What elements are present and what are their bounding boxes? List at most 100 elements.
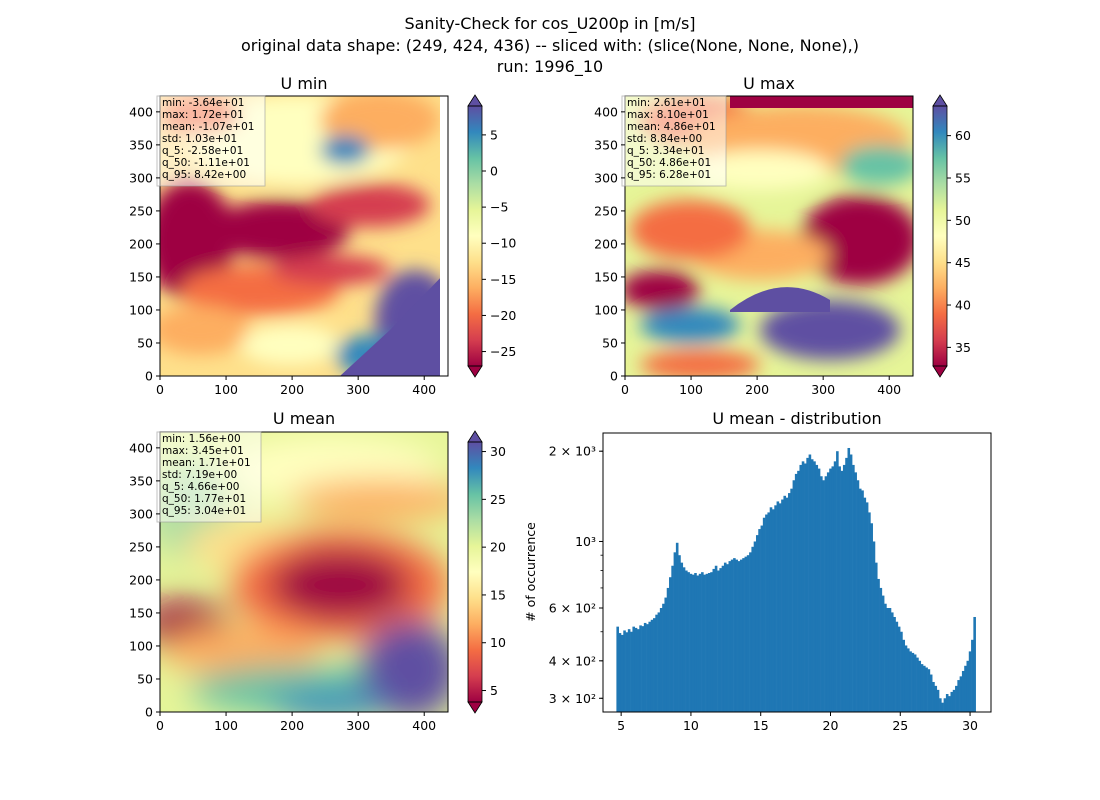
axes: 0 100 200 300 400 0 50 100 150 200 250 300 350 400 — [129, 104, 436, 397]
histogram-bars — [616, 447, 976, 712]
histogram-bar — [662, 603, 665, 712]
colorbar: 5 0 −5 −10 −15 −20 −25 — [467, 94, 516, 378]
histogram-bar — [735, 559, 738, 712]
stat-line: mean: 1.71e+01 — [162, 457, 251, 469]
x-tick-label: 0 — [156, 718, 164, 733]
y-axis-label: # of occurrence — [523, 522, 538, 622]
histogram-bar — [785, 497, 789, 712]
stat-line: q_5: -2.58e+01 — [162, 145, 243, 157]
y-tick-label: 300 — [129, 170, 153, 185]
y-tick-label: 400 — [129, 440, 153, 455]
stat-line: std: 1.03e+01 — [162, 133, 237, 145]
histogram-bar — [808, 454, 812, 712]
x-tick-label: 5 — [617, 718, 625, 733]
panel-title: U mean — [273, 409, 335, 428]
colorbar-tick-label: 45 — [955, 255, 971, 270]
x-tick-label: 300 — [346, 718, 370, 733]
histogram-bar — [794, 473, 798, 712]
histogram-bar — [916, 657, 919, 712]
histogram-bar — [847, 447, 851, 712]
histogram-bar — [797, 470, 800, 712]
histogram-bar — [719, 568, 722, 712]
stats-box: min: 2.61e+01 max: 8.10e+01 mean: 4.86e+… — [621, 95, 727, 187]
stat-line: q_50: 4.86e+01 — [627, 157, 711, 169]
colorbar-tick-label: 30 — [490, 444, 506, 459]
x-tick-label: 0 — [156, 382, 164, 397]
histogram-bar — [913, 654, 917, 712]
colorbar-tick-label: 55 — [955, 170, 971, 185]
x-tick-label: 400 — [412, 718, 436, 733]
stat-line: max: 3.45e+01 — [162, 445, 244, 457]
colorbar: 60 55 50 45 40 35 — [932, 94, 971, 378]
colorbar-tick-label: 25 — [490, 492, 506, 507]
x-tick-label: 25 — [892, 718, 908, 733]
stat-line: q_5: 4.66e+00 — [162, 481, 239, 493]
x-tick-label: 200 — [280, 382, 304, 397]
histogram-bar — [923, 665, 926, 712]
y-tick-label: 50 — [137, 671, 153, 686]
histogram-bar — [959, 676, 963, 712]
histogram-bar — [799, 464, 803, 712]
axes: 0 100 200 300 400 0 50 100 150 200 250 300 350 400 — [594, 104, 901, 397]
histogram-bar — [710, 572, 713, 712]
histogram-bar — [781, 499, 784, 712]
histogram-bar — [620, 634, 624, 712]
histogram-bar — [643, 622, 647, 712]
histogram-bar — [618, 633, 622, 712]
histogram-bar — [776, 501, 780, 712]
histogram-bar — [712, 568, 716, 712]
histogram-bar — [849, 454, 853, 712]
histogram-bar — [877, 578, 880, 712]
y-tick-label: 200 — [129, 236, 153, 251]
y-tick-label: 350 — [129, 137, 153, 152]
y-tick-label: 0 — [145, 369, 153, 384]
histogram-bar — [934, 685, 938, 712]
histogram-bar — [753, 541, 757, 712]
histogram-bar — [696, 575, 700, 712]
histogram-bar — [856, 480, 860, 712]
histogram-bar — [952, 689, 956, 712]
y-tick-label: 3 × 10² — [549, 691, 596, 706]
y-tick-label: 300 — [129, 506, 153, 521]
colorbar-tick-label: 10 — [490, 635, 506, 650]
panel-title: U min — [281, 74, 328, 93]
colorbar-tick-label: 20 — [490, 540, 506, 555]
histogram-bar — [817, 468, 821, 712]
histogram-bar — [641, 626, 645, 712]
axes: 0 100 200 300 400 0 50 100 150 200 250 300 350 400 — [129, 440, 436, 733]
histogram-bar — [625, 632, 629, 712]
y-tick-label: 200 — [594, 236, 618, 251]
histogram-bar — [955, 685, 958, 712]
histogram-bar — [861, 490, 864, 712]
x-tick-label: 400 — [877, 382, 901, 397]
colorbar-tick-label: 60 — [955, 128, 971, 143]
histogram-bar — [971, 639, 974, 712]
y-tick-label: 350 — [594, 137, 618, 152]
histogram-bar — [648, 621, 652, 712]
stat-line: std: 8.84e+00 — [627, 133, 702, 145]
y-tick-label: 2 × 10³ — [549, 444, 596, 459]
colorbar-tick-label: 15 — [490, 587, 506, 602]
histogram-axes: 5 10 15 20 25 30 3 × 10² 4 × 10² 6 × 10² 10³ 2 × 1… — [549, 444, 978, 733]
histogram-bar — [957, 680, 960, 712]
histogram-bar — [863, 497, 867, 712]
stat-line: min: 1.56e+00 — [162, 433, 241, 445]
histogram-bar — [822, 480, 825, 712]
histogram-bar — [870, 523, 873, 712]
histogram-bar — [657, 612, 661, 712]
suptitle-line-1: Sanity-Check for cos_U200p in [m/s] — [404, 14, 695, 34]
histogram-bar — [689, 573, 693, 712]
suptitle-line-2: original data shape: (249, 424, 436) -- … — [241, 36, 859, 55]
histogram-bar — [973, 616, 976, 712]
histogram-bar — [685, 570, 688, 712]
colorbar-tick-label: 5 — [490, 127, 498, 142]
histogram-bar — [845, 457, 848, 712]
histogram-bar — [650, 619, 654, 712]
histogram-bar — [627, 629, 631, 712]
histogram-bar — [737, 561, 741, 712]
stat-line: mean: 4.86e+01 — [627, 121, 716, 133]
y-tick-label: 250 — [594, 203, 618, 218]
histogram-bar — [836, 451, 839, 712]
x-tick-label: 300 — [811, 382, 835, 397]
colorbar-tick-label: 5 — [490, 683, 498, 698]
